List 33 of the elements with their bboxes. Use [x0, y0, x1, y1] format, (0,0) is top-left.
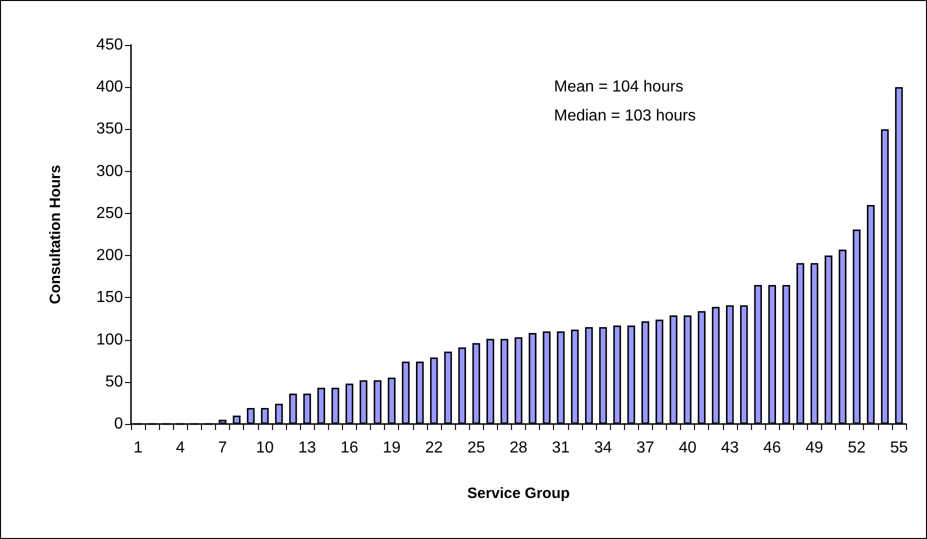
y-tick-label: 100	[96, 331, 124, 348]
x-tick-label: 13	[298, 440, 316, 456]
annotation: Mean = 104 hours	[554, 78, 684, 96]
x-tick-label: 28	[510, 440, 528, 456]
x-tick-label: 25	[467, 440, 486, 456]
x-tick-label: 40	[678, 440, 697, 456]
x-tick-label: 22	[425, 440, 443, 456]
y-tick-label: 400	[96, 78, 124, 96]
y-tick-label: 50	[105, 373, 124, 390]
x-tick-label: 10	[256, 440, 274, 456]
x-tick-label: 49	[806, 440, 824, 456]
x-tick-label: 19	[382, 440, 401, 456]
x-tick-label: 55	[890, 440, 908, 456]
y-tick-label: 450	[96, 36, 124, 54]
x-tick-label: 52	[848, 440, 866, 456]
y-tick-label: 150	[96, 289, 124, 306]
y-tick-label: 200	[96, 247, 124, 264]
x-tick-label: 31	[552, 440, 570, 456]
y-tick-label: 250	[96, 204, 124, 222]
y-tick-label: 300	[96, 162, 124, 180]
annotation: Median = 103 hours	[554, 108, 696, 124]
y-axis-title: Consultation Hours	[47, 164, 64, 304]
x-tick-label: 7	[218, 440, 228, 456]
x-tick-label: 4	[176, 440, 185, 456]
x-tick-label: 46	[763, 440, 782, 456]
x-tick-label: 34	[594, 440, 612, 456]
x-tick-label: 37	[636, 440, 654, 456]
x-axis-title: Service Group	[467, 485, 570, 502]
y-tick-label: 0	[114, 416, 124, 432]
x-tick-label: 1	[134, 440, 143, 456]
x-tick-label: 16	[340, 440, 358, 456]
x-tick-label: 43	[720, 440, 739, 456]
y-tick-label: 350	[96, 120, 124, 138]
